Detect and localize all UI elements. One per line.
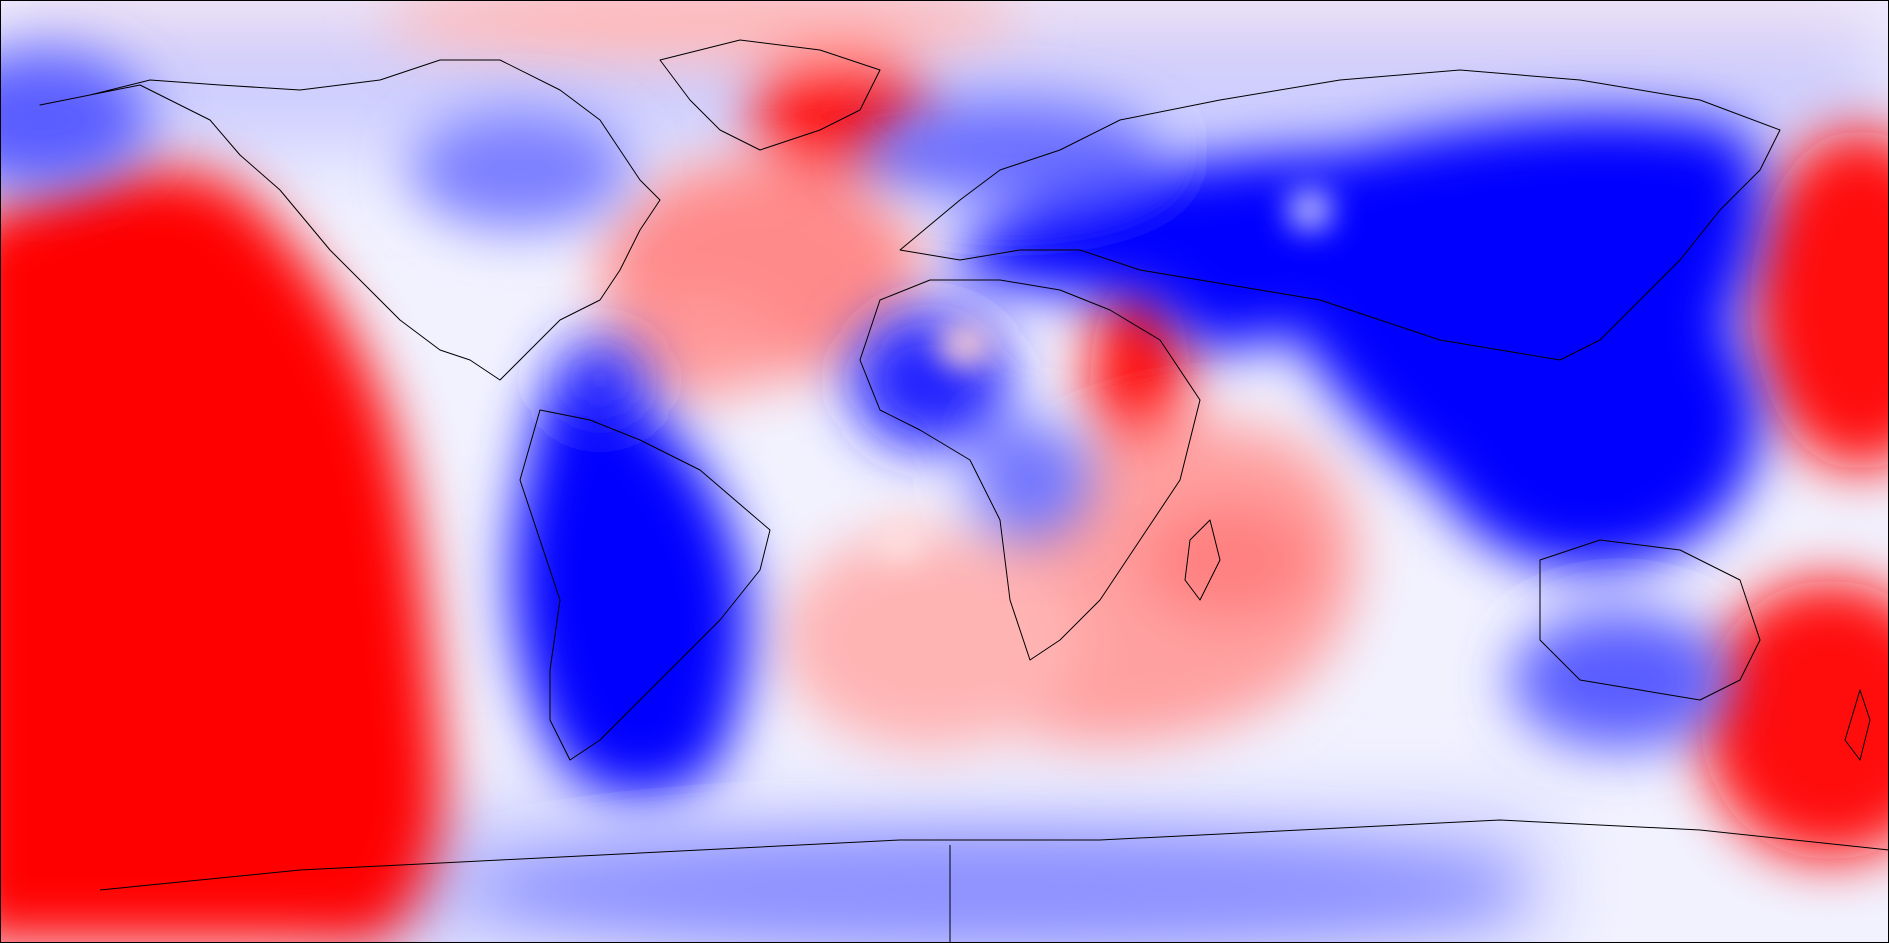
canada-negative [410,110,630,230]
new-zealand-positive [1700,580,1889,860]
arctic-positive [380,0,1020,60]
south-america-negative [512,388,748,798]
antarctica-coast [99,819,1889,891]
maritime-continent-negative [1420,270,1760,570]
field-highlights [875,190,1332,562]
new-zealand-coast [1844,689,1871,761]
africa-coast [859,279,1201,661]
north-pacific-negative [0,50,150,190]
pacific-positive-west [0,169,443,943]
north-america-coast [39,59,661,381]
east-pacific-positive [1750,130,1889,470]
australia-south-negative [1510,610,1730,750]
south-atlantic-positive [780,530,1080,750]
negative-anomalies [0,50,1762,943]
south-america-coast [519,409,771,761]
coastlines [39,39,1889,943]
antarctic-negative [480,835,1520,943]
australia-coast [1539,539,1761,701]
madagascar-coast [1184,519,1221,601]
eurasia-coast [899,69,1781,361]
greenland-coast [659,39,881,151]
